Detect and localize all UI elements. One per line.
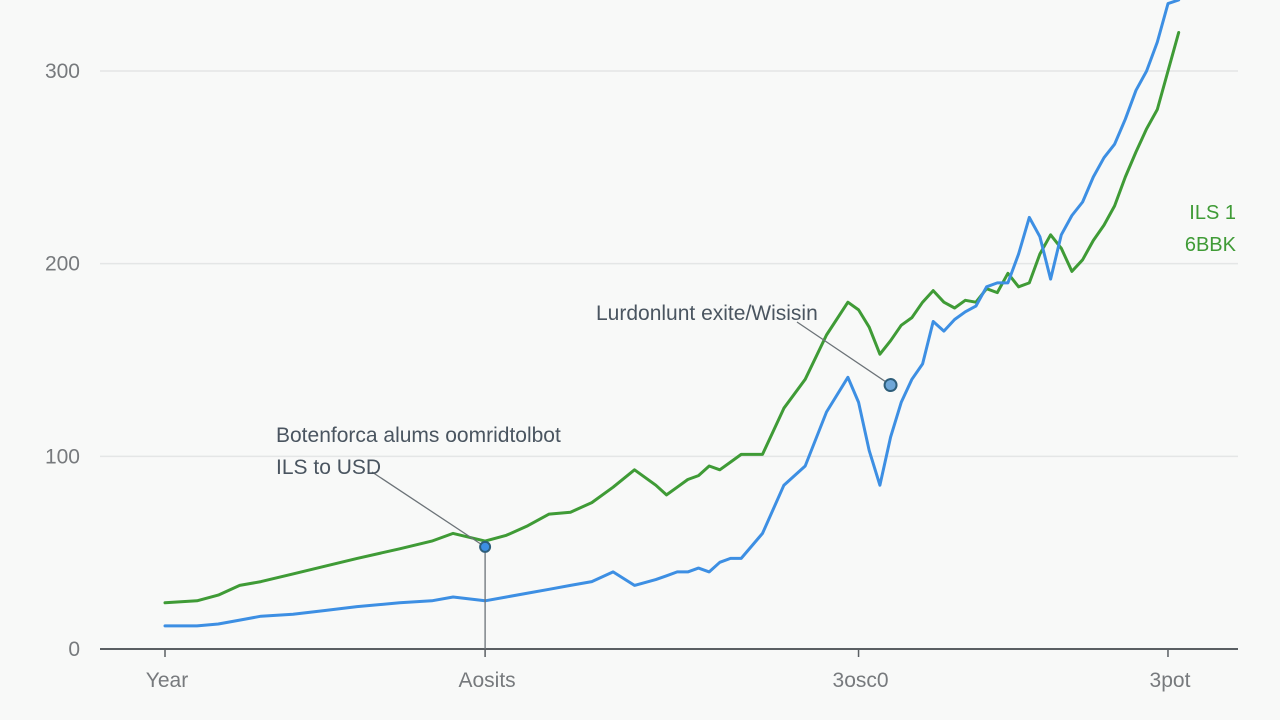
annotations-group: Botenforca alums oomridtolbot ILS to USD L… [276, 302, 898, 649]
series-group [163, 0, 1181, 628]
legend: ILS 1 6BBK [1185, 202, 1237, 256]
x-tick-label: 3osc0 [833, 669, 889, 692]
y-axis-ticks: 0 100 200 300 [45, 60, 80, 661]
annotation-text: Botenforca alums oomridtolbot [276, 424, 561, 447]
annotation-marker [883, 378, 898, 393]
annotation-text: Lurdonlunt exite/Wisisin [596, 302, 818, 325]
y-tick-label: 0 [68, 638, 80, 661]
x-axis-ticks: Year Aosits 3osc0 3pot [146, 649, 1191, 692]
annotation-text: ILS to USD [276, 456, 381, 479]
legend-entry: 6BBK [1185, 234, 1237, 256]
annotation-leader-line [371, 471, 486, 548]
x-tick-label: Year [146, 669, 188, 692]
legend-entry: ILS 1 [1189, 202, 1236, 224]
series-line-green [163, 31, 1181, 605]
annotation-leader-line [796, 321, 891, 386]
y-tick-label: 300 [45, 60, 80, 83]
series-line-blue [163, 0, 1181, 628]
y-tick-label: 100 [45, 445, 80, 468]
gridlines [100, 70, 1238, 458]
y-tick-label: 200 [45, 253, 80, 276]
annotation-marker [479, 540, 492, 553]
x-tick-label: Aosits [459, 669, 516, 692]
x-tick-label: 3pot [1150, 669, 1191, 692]
